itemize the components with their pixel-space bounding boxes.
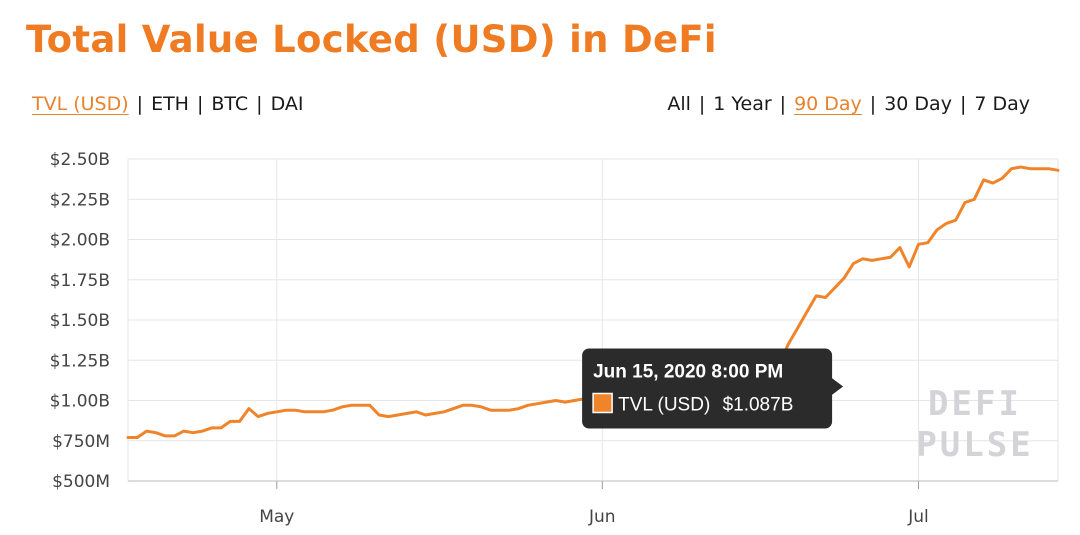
- y-tick-label: $500M: [52, 472, 110, 492]
- tab-separator: |: [779, 93, 787, 115]
- tab-range-all[interactable]: All: [667, 93, 691, 115]
- tab-range-30-day[interactable]: 30 Day: [884, 93, 952, 115]
- tab-eth[interactable]: ETH: [151, 93, 189, 115]
- tab-separator: |: [698, 93, 706, 115]
- tab-separator: |: [959, 93, 967, 115]
- y-tick-label: $750M: [52, 432, 110, 452]
- tab-range-90-day[interactable]: 90 Day: [794, 93, 862, 115]
- tooltip-series-swatch: [592, 392, 613, 414]
- tab-range-1-year[interactable]: 1 Year: [713, 93, 772, 115]
- tooltip-date: Jun 15, 2020 8:00 PM: [593, 361, 783, 382]
- y-tick-label: $1.75B: [50, 271, 110, 291]
- metric-tabs: TVL (USD) | ETH | BTC | DAI: [32, 93, 303, 115]
- tooltip-pointer: [831, 377, 844, 396]
- tab-range-7-day[interactable]: 7 Day: [974, 93, 1030, 115]
- tab-separator: |: [136, 93, 144, 115]
- x-tick-label: Jun: [588, 507, 616, 527]
- y-tick-label: $1.50B: [50, 311, 110, 331]
- range-tabs: All | 1 Year | 90 Day | 30 Day | 7 Day: [667, 93, 1030, 115]
- chart-tooltip: Jun 15, 2020 8:00 PM TVL (USD) $1.087B: [582, 348, 844, 429]
- tab-separator: |: [869, 93, 877, 115]
- watermark-line-2: PULSE: [916, 425, 1033, 465]
- x-tick-label: Jul: [907, 507, 929, 527]
- page-title: Total Value Locked (USD) in DeFi: [26, 18, 717, 61]
- watermark-line-1: DEFI: [928, 384, 1022, 424]
- x-tick-label: May: [259, 507, 294, 527]
- tooltip-series-name: TVL (USD): [618, 394, 710, 415]
- tab-tvl-usd[interactable]: TVL (USD): [32, 93, 129, 115]
- tooltip-value-label: $1.087B: [723, 394, 794, 415]
- y-tick-label: $1.25B: [50, 351, 110, 371]
- tab-dai[interactable]: DAI: [270, 93, 304, 115]
- tooltip-box: [582, 348, 833, 429]
- y-tick-label: $2.50B: [50, 150, 110, 170]
- tab-btc[interactable]: BTC: [211, 93, 249, 115]
- y-tick-label: $2.00B: [50, 231, 110, 251]
- tab-separator: |: [196, 93, 204, 115]
- defi-pulse-watermark: DEFI PULSE: [916, 384, 1033, 465]
- chart-axes: $500M $750M $1.00B $1.25B $1.50B $1.75B $2.00B…: [50, 150, 1059, 527]
- y-tick-label: $1.00B: [50, 392, 110, 412]
- tooltip-value: TVL (USD) $1.087B: [618, 394, 793, 415]
- y-tick-label: $2.25B: [50, 190, 110, 210]
- tab-separator: |: [256, 93, 263, 115]
